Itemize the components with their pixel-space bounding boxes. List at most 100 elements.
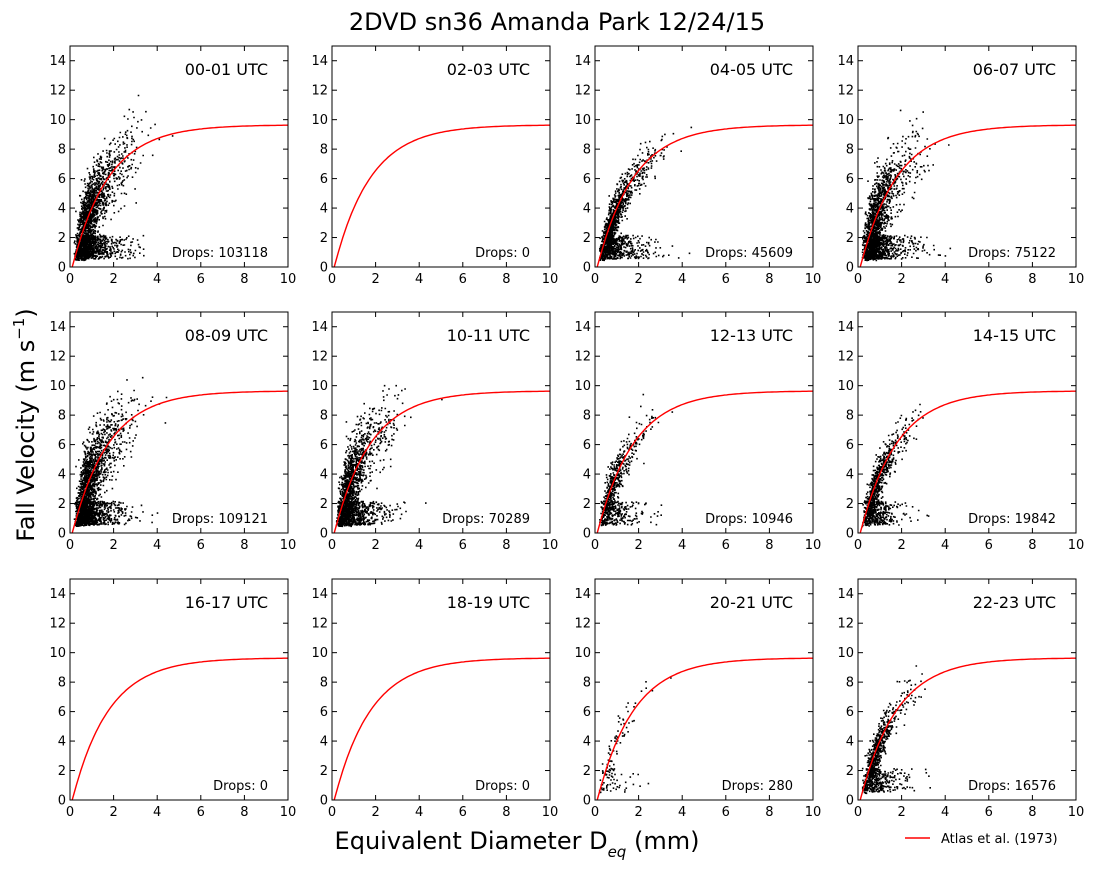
panel-drops-label: Drops: 0	[475, 779, 530, 794]
x-tick-label: 2	[634, 538, 642, 553]
y-tick-label: 12	[837, 617, 854, 632]
y-tick-label: 8	[846, 143, 854, 158]
y-tick-label: 2	[58, 497, 66, 512]
panel-drops-label: Drops: 16576	[968, 779, 1056, 794]
x-tick-label: 10	[542, 805, 559, 820]
y-tick-label: 12	[574, 84, 591, 99]
panel-drops-label: Drops: 0	[475, 246, 530, 261]
legend-label: Atlas et al. (1973)	[941, 832, 1058, 847]
panel-hour-label: 20-21 UTC	[710, 593, 793, 612]
y-tick-label: 2	[320, 231, 328, 246]
y-tick-label: 4	[58, 202, 66, 217]
x-tick-label: 10	[1068, 805, 1085, 820]
y-tick-label: 10	[49, 379, 66, 394]
y-tick-label: 2	[58, 231, 66, 246]
x-tick-label: 6	[459, 805, 467, 820]
y-tick-label: 6	[846, 438, 854, 453]
y-tick-label: 8	[58, 676, 66, 691]
y-tick-label: 14	[837, 320, 854, 335]
panel-drops-label: Drops: 280	[722, 779, 793, 794]
x-tick-label: 6	[197, 272, 205, 287]
y-tick-label: 0	[58, 261, 66, 276]
y-tick-label: 6	[583, 705, 591, 720]
y-tick-label: 0	[846, 261, 854, 276]
x-tick-label: 8	[765, 805, 773, 820]
panel-16-17-utc: 0 2 4 6 8 10 0 2 4 6 8 10 12 14 16-17 UTC Drops: 0	[49, 578, 296, 820]
scatter-points	[598, 677, 672, 794]
y-tick-label: 4	[320, 202, 328, 217]
panel-22-23-utc: 0 2 4 6 8 10 0 2 4 6 8 10 12 14 22-23 UTC Drops: 16576	[837, 578, 1085, 820]
x-tick-label: 0	[591, 805, 599, 820]
panel-12-13-utc: 0 2 4 6 8 10 0 2 4 6 8 10 12 14 12-13 UTC Drops: 10946	[574, 311, 822, 553]
panel-frame	[331, 578, 551, 801]
y-tick-label: 10	[574, 646, 591, 661]
panel-08-09-utc: 0 2 4 6 8 10 0 2 4 6 8 10 12 14 08-09 UTC Drops: 109121	[49, 311, 296, 553]
y-tick-label: 12	[837, 84, 854, 99]
y-tick-label: 14	[574, 587, 591, 602]
x-tick-label: 4	[153, 805, 161, 820]
y-tick-label: 4	[320, 735, 328, 750]
y-tick-label: 12	[311, 84, 328, 99]
y-tick-label: 10	[311, 113, 328, 128]
x-axis-label: Equivalent Diameter Deq (mm)	[335, 827, 700, 861]
y-tick-label: 12	[311, 617, 328, 632]
y-tick-label: 0	[583, 794, 591, 809]
atlas-curve	[859, 390, 1076, 533]
panel-drops-label: Drops: 19842	[968, 512, 1056, 527]
y-tick-label: 14	[574, 54, 591, 69]
y-tick-label: 4	[846, 202, 854, 217]
x-tick-label: 0	[854, 538, 862, 553]
y-tick-label: 2	[320, 764, 328, 779]
x-tick-label: 4	[415, 272, 423, 287]
y-tick-label: 14	[49, 320, 66, 335]
y-tick-label: 8	[58, 143, 66, 158]
y-axis-label: Fall Velocity (m s−1)	[10, 308, 40, 541]
x-tick-label: 4	[153, 538, 161, 553]
x-tick-label: 4	[678, 805, 686, 820]
scatter-points	[599, 126, 693, 262]
y-tick-label: 12	[574, 350, 591, 365]
y-tick-label: 10	[311, 379, 328, 394]
x-tick-label: 6	[985, 538, 993, 553]
y-tick-label: 10	[837, 113, 854, 128]
x-tick-label: 10	[805, 272, 822, 287]
x-tick-label: 8	[765, 272, 773, 287]
y-tick-label: 8	[583, 676, 591, 691]
atlas-curve	[596, 390, 813, 533]
panel-frame	[69, 45, 289, 268]
x-tick-label: 6	[197, 805, 205, 820]
panel-drops-label: Drops: 0	[213, 779, 268, 794]
panel-hour-label: 10-11 UTC	[447, 326, 530, 345]
panel-hour-label: 06-07 UTC	[973, 60, 1056, 79]
panel-14-15-utc: 0 2 4 6 8 10 0 2 4 6 8 10 12 14 14-15 UTC Drops: 19842	[837, 311, 1084, 553]
x-tick-label: 2	[371, 538, 379, 553]
scatter-points	[73, 94, 174, 262]
y-tick-label: 8	[846, 676, 854, 691]
x-tick-label: 8	[502, 272, 510, 287]
panel-hour-label: 22-23 UTC	[973, 593, 1056, 612]
x-tick-label: 4	[941, 272, 949, 287]
panel-06-07-utc: 0 2 4 6 8 10 0 2 4 6 8 10 12 14 06-07 UTC Drops: 75122	[837, 45, 1084, 287]
y-tick-label: 8	[846, 409, 854, 424]
y-tick-label: 6	[846, 705, 854, 720]
x-tick-label: 6	[985, 272, 993, 287]
scatter-points	[861, 403, 930, 528]
y-tick-label: 12	[837, 350, 854, 365]
y-tick-label: 2	[846, 231, 854, 246]
atlas-curve	[333, 657, 550, 800]
y-tick-label: 10	[574, 379, 591, 394]
y-tick-label: 10	[49, 113, 66, 128]
y-tick-label: 14	[49, 587, 66, 602]
x-tick-label: 4	[415, 805, 423, 820]
y-tick-label: 14	[311, 320, 328, 335]
x-tick-label: 10	[805, 538, 822, 553]
panel-hour-label: 12-13 UTC	[710, 326, 793, 345]
atlas-curve	[859, 657, 1076, 800]
y-tick-label: 14	[574, 320, 591, 335]
panel-drops-label: Drops: 45609	[705, 246, 793, 261]
y-tick-label: 8	[320, 409, 328, 424]
y-tick-label: 10	[837, 646, 854, 661]
x-tick-label: 10	[805, 805, 822, 820]
x-tick-label: 6	[459, 538, 467, 553]
y-tick-label: 0	[846, 527, 854, 542]
